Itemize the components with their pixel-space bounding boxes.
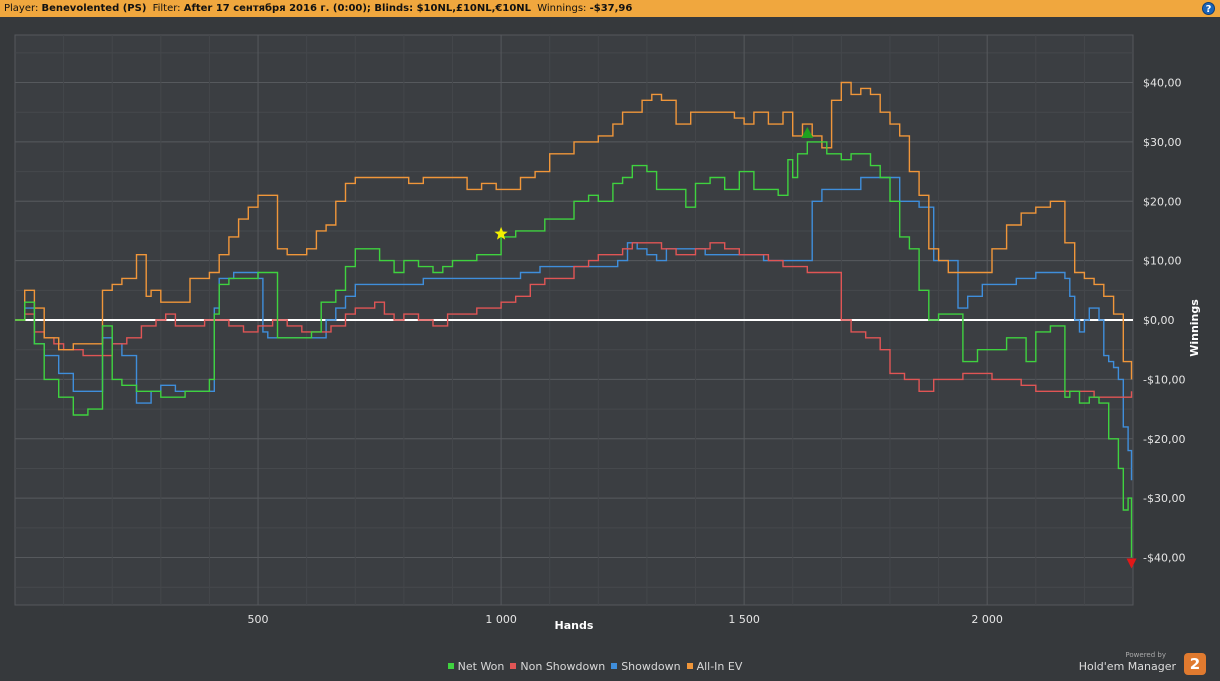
peak-star-marker — [494, 226, 508, 240]
header-winnings-value: -$37,96 — [589, 3, 633, 14]
y-tick-label: -$20,00 — [1143, 433, 1185, 446]
y-tick-label: $20,00 — [1143, 195, 1182, 208]
y-tick-label: $0,00 — [1143, 314, 1175, 327]
hm2-logo-icon: 2 — [1184, 653, 1206, 675]
y-axis-label: Winnings — [1188, 299, 1201, 357]
legend-label: Showdown — [621, 660, 681, 673]
series-line-net-won — [15, 141, 1133, 558]
legend-swatch — [611, 663, 618, 669]
legend-label: All-In EV — [696, 660, 743, 673]
y-axis-ticks: $40,00 $30,00 $20,00 $10,00 $0,00 -$10,00 -$20… — [1143, 77, 1185, 565]
header-winnings-label: Winnings: — [537, 3, 587, 14]
legend-label: Non Showdown — [520, 660, 606, 673]
legend-swatch — [447, 663, 454, 669]
header-player-value: Benevolented (PS) — [41, 3, 147, 14]
legend-item-all-in-ev[interactable]: All-In EV — [686, 660, 743, 673]
header-filter-label: Filter: — [152, 3, 181, 14]
x-tick-label: 2 000 — [971, 613, 1003, 626]
min-winnings-marker — [1126, 558, 1137, 569]
legend-swatch — [510, 663, 517, 669]
header-filter-value: After 17 сентября 2016 г. (0:00); Blinds… — [183, 3, 532, 14]
y-tick-label: $40,00 — [1143, 77, 1182, 90]
legend-item-showdown[interactable]: Showdown — [611, 660, 681, 673]
y-tick-label: -$10,00 — [1143, 373, 1185, 386]
help-icon[interactable]: ? — [1202, 2, 1215, 15]
series-layer — [15, 81, 1133, 558]
x-axis-ticks: 500 1 000 1 500 2 000 — [248, 613, 1003, 626]
x-axis-label: Hands — [555, 619, 594, 632]
winnings-graph: $40,00 $30,00 $20,00 $10,00 $0,00 -$10,00 -$20… — [14, 34, 1201, 632]
y-tick-label: $10,00 — [1143, 255, 1182, 268]
powered-by-text: Powered by — [1125, 651, 1166, 659]
y-tick-label: -$40,00 — [1143, 552, 1185, 565]
series-line-all-in-ev — [15, 81, 1133, 380]
legend-item-net-won[interactable]: Net Won — [447, 660, 505, 673]
x-tick-label: 500 — [248, 613, 269, 626]
legend: Net Won Non Showdown Showdown All-In EV — [0, 660, 1190, 673]
series-line-non-showdown — [15, 242, 1133, 398]
legend-label: Net Won — [457, 660, 505, 673]
y-tick-label: $30,00 — [1143, 136, 1182, 149]
branding: Powered by Hold'em Manager 2 — [1066, 649, 1206, 677]
legend-item-non-showdown[interactable]: Non Showdown — [510, 660, 605, 673]
header-player-label: Player: — [4, 3, 39, 14]
y-tick-label: -$30,00 — [1143, 492, 1185, 505]
filter-header-bar: Player: Benevolented (PS) Filter: After … — [0, 0, 1220, 17]
legend-swatch — [686, 663, 693, 669]
x-tick-label: 1 500 — [728, 613, 760, 626]
marker-layer — [494, 126, 1137, 569]
brand-name: Hold'em Manager — [1078, 660, 1176, 673]
x-tick-label: 1 000 — [485, 613, 517, 626]
max-winnings-marker — [801, 126, 814, 138]
